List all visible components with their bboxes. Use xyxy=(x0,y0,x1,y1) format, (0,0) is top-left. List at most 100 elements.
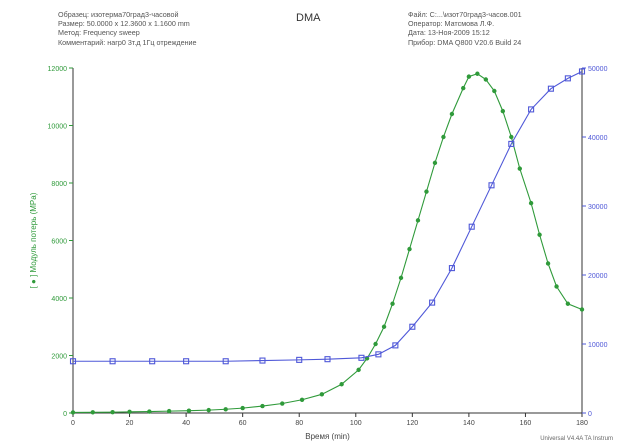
loss-modulus-point xyxy=(186,408,192,413)
y-left-tick-label: 8000 xyxy=(51,181,67,188)
x-tick-label: 100 xyxy=(350,420,362,427)
loss-modulus-point xyxy=(127,409,132,415)
loss-modulus-point xyxy=(461,85,466,91)
y-right-tick-label: 10000 xyxy=(588,342,608,349)
y-right-tick-label: 20000 xyxy=(588,273,608,280)
loss-modulus-point xyxy=(475,71,480,76)
loss-modulus-point xyxy=(356,367,361,373)
right-axis-series-point xyxy=(578,68,586,75)
loss-modulus-point xyxy=(90,410,95,415)
y-left-tick-label: 4000 xyxy=(51,296,67,303)
footer-credit: Universal V4.4A TA Instrum xyxy=(540,436,613,442)
x-tick-label: 60 xyxy=(239,420,247,427)
loss-modulus-point xyxy=(319,392,325,397)
loss-modulus-point xyxy=(537,232,542,237)
loss-modulus-point xyxy=(240,405,245,411)
loss-modulus-point xyxy=(579,307,585,312)
right-axis-series-point xyxy=(429,299,436,306)
right-axis-series-point xyxy=(358,354,365,361)
right-axis-series-point xyxy=(324,356,331,363)
right-axis-series-point xyxy=(528,106,535,113)
right-axis-series-point xyxy=(183,358,190,365)
right-axis-series-point xyxy=(409,323,416,330)
chart-title: DMA xyxy=(296,12,321,24)
x-tick-label: 160 xyxy=(520,420,532,427)
right-axis-series-point xyxy=(259,357,266,364)
loss-modulus-point xyxy=(407,246,412,252)
loss-modulus-point xyxy=(110,409,115,415)
x-tick-label: 20 xyxy=(126,420,134,427)
loss-modulus-point xyxy=(260,403,265,409)
instrument-line: Прибор: DMA Q800 V20.6 Build 24 xyxy=(408,37,522,47)
right-axis-series-point xyxy=(508,140,515,147)
y-left-tick-label: 12000 xyxy=(48,66,68,73)
loss-modulus-point xyxy=(528,200,534,206)
right-axis-series-point xyxy=(547,85,554,92)
sample-size-line: Размер: 50.0000 x 12.3600 x 1.1600 mm xyxy=(58,19,190,29)
right-axis-series-point xyxy=(375,351,382,358)
loss-modulus-point xyxy=(390,301,395,306)
y-right-tick-label: 30000 xyxy=(588,204,608,211)
loss-modulus-point xyxy=(299,397,305,402)
loss-modulus-point xyxy=(398,275,404,281)
date-line: Дата: 13-Ноя-2009 15:12 xyxy=(408,28,490,38)
right-axis-series-point xyxy=(488,182,495,189)
x-tick-label: 120 xyxy=(406,420,418,427)
right-axis-series-point xyxy=(296,356,303,363)
right-axis-series-point xyxy=(468,223,475,230)
x-tick-label: 40 xyxy=(182,420,190,427)
loss-modulus-point xyxy=(424,189,429,194)
y-right-tick-label: 50000 xyxy=(588,66,608,73)
loss-modulus-point xyxy=(166,408,172,414)
y-left-tick-label: 0 xyxy=(63,411,67,418)
loss-modulus-point xyxy=(147,409,152,414)
operator-line: Оператор: Матсмова Л.Ф. xyxy=(408,19,495,29)
x-axis-label: Время (min) xyxy=(305,432,350,441)
y-right-tick-label: 0 xyxy=(588,411,592,418)
right-axis-series-point xyxy=(109,358,116,365)
loss-modulus-point xyxy=(415,218,421,223)
loss-modulus-point xyxy=(554,284,559,289)
loss-modulus-point xyxy=(441,134,446,140)
y-left-tick-label: 10000 xyxy=(48,124,68,131)
x-tick-label: 80 xyxy=(295,420,303,427)
method-line: Метод: Frequency sweep xyxy=(58,28,140,38)
y-left-tick-label: 2000 xyxy=(51,354,67,361)
right-axis-series-point xyxy=(222,358,229,365)
right-axis-series-point xyxy=(392,342,399,349)
right-axis-series-point xyxy=(448,265,455,272)
right-axis-series-point xyxy=(564,75,571,82)
loss-modulus-point xyxy=(206,407,211,413)
file-line: Файл: C:...\изот70град3-часов.001 xyxy=(408,10,522,19)
loss-modulus-point xyxy=(280,401,285,406)
loss-modulus-point xyxy=(500,108,506,114)
loss-modulus-point xyxy=(70,410,76,415)
loss-modulus-point xyxy=(339,382,344,387)
loss-modulus-point xyxy=(517,166,522,171)
loss-modulus-point xyxy=(466,74,472,79)
right-axis-series-point xyxy=(69,358,77,365)
right-axis-series-line xyxy=(73,70,583,362)
loss-modulus-point xyxy=(223,407,228,412)
y-right-tick-label: 40000 xyxy=(588,135,608,142)
loss-modulus-point xyxy=(373,341,378,347)
comment-line: Комментарий: нагр0 3т.д 1Гц отреждение xyxy=(58,37,197,47)
y-left-axis-label: [ ● ] Модуль потерь (MPa) xyxy=(29,192,38,288)
sample-name-line: Образец: изотерма70град3-часовой xyxy=(58,10,179,19)
loss-modulus-point xyxy=(492,88,497,94)
loss-modulus-point xyxy=(483,77,489,82)
loss-modulus-point xyxy=(545,261,551,266)
x-tick-label: 140 xyxy=(463,420,475,427)
file-info: Файл: C:...\изот70град3-часов.001 Операт… xyxy=(408,10,522,47)
loss-modulus-point xyxy=(449,111,455,117)
x-tick-label: 0 xyxy=(71,420,75,427)
x-tick-label: 180 xyxy=(576,420,588,427)
y-left-tick-label: 6000 xyxy=(51,239,67,246)
loss-modulus-point xyxy=(432,160,438,166)
loss-modulus-point xyxy=(565,301,571,306)
sample-info: Образец: изотерма70град3-часовой Размер:… xyxy=(58,10,197,47)
loss-modulus-point xyxy=(381,324,387,329)
loss-modulus-point xyxy=(509,134,514,140)
right-axis-series-point xyxy=(149,358,156,365)
